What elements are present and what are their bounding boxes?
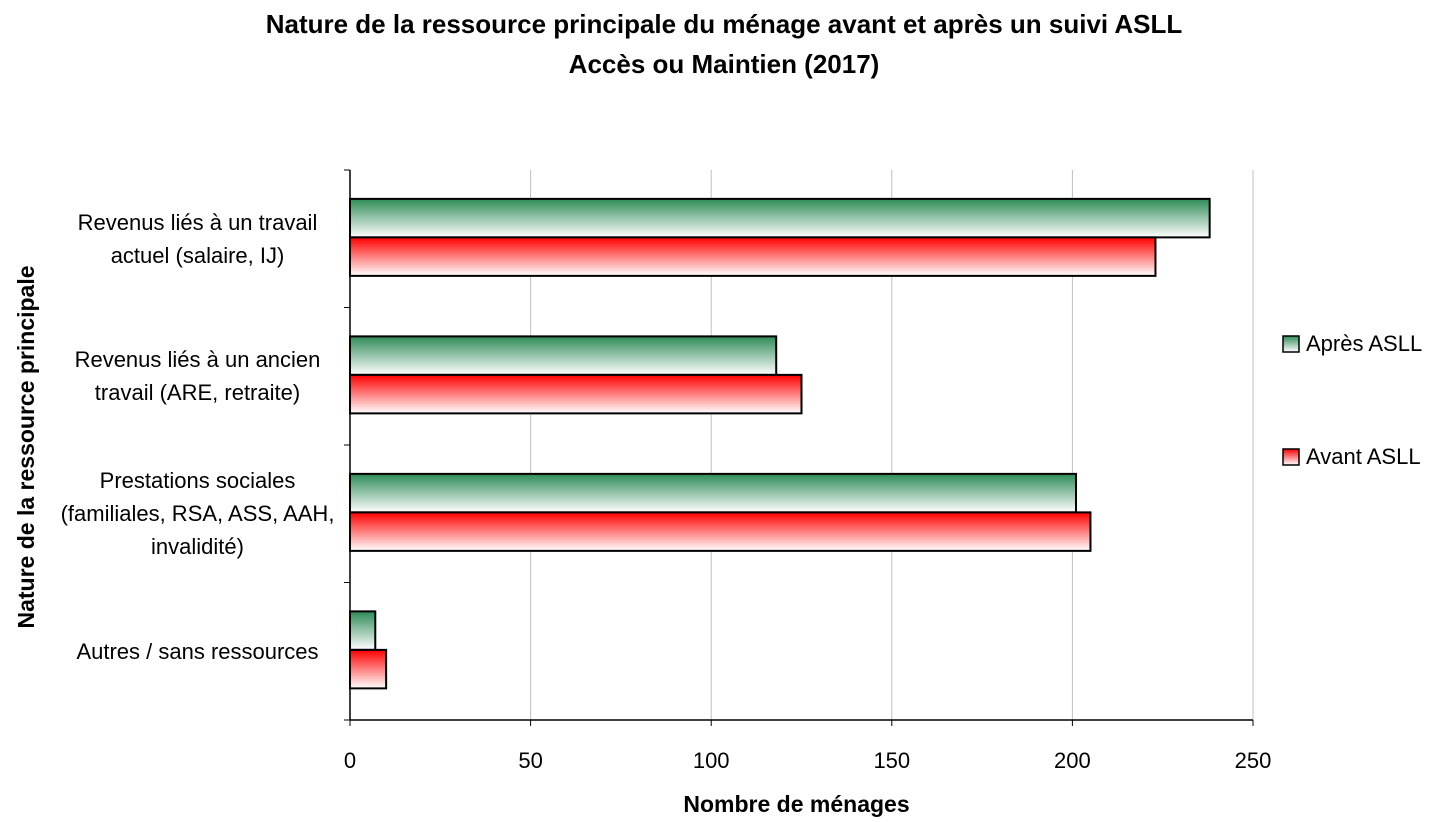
bar (349, 236, 1157, 277)
x-tick-label: 250 (1235, 748, 1272, 773)
bar (349, 197, 1211, 239)
legend-swatch (1282, 335, 1300, 353)
x-tick-label: 200 (1054, 748, 1091, 773)
bar (349, 648, 388, 690)
bar (349, 373, 803, 415)
x-tick-label: 150 (873, 748, 910, 773)
x-tick-label: 100 (693, 748, 730, 773)
legend-swatch (1282, 448, 1300, 466)
bar (349, 472, 1078, 514)
y-axis-label: Nature de la ressource principale (13, 265, 39, 628)
y-tick-label: Autres / sans ressources (76, 638, 319, 664)
chart-title: Nature de la ressource principale du mén… (265, 9, 1183, 79)
bar (349, 610, 377, 651)
x-tick-label: 0 (344, 748, 356, 773)
y-tick-label: Revenus liés à un travail actuel (salair… (77, 209, 318, 268)
x-tick-label: 50 (518, 748, 542, 773)
legend-label: Avant ASLL (1306, 444, 1421, 469)
bar (349, 335, 778, 376)
y-tick-label: Revenus liés à un ancien travail (ARE, r… (74, 347, 321, 406)
bar (349, 511, 1092, 552)
x-axis-label: Nombre de ménages (683, 791, 909, 817)
y-tick-label: Prestations sociales (familiales, RSA, A… (60, 468, 335, 560)
legend-label: Après ASLL (1306, 331, 1422, 356)
